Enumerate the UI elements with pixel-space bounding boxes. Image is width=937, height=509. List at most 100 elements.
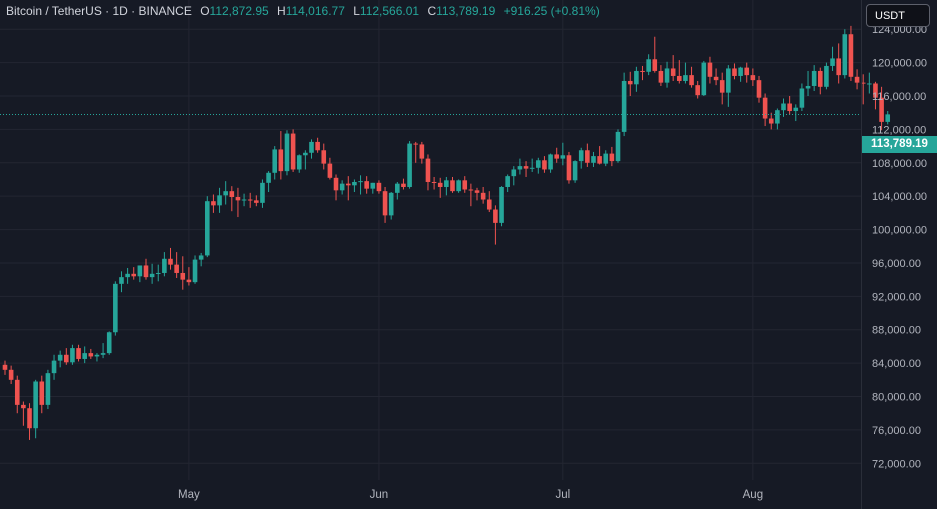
candle[interactable] bbox=[217, 187, 222, 213]
candle[interactable] bbox=[247, 192, 253, 208]
candle[interactable] bbox=[762, 93, 768, 127]
candle[interactable] bbox=[57, 350, 63, 368]
candle[interactable] bbox=[536, 157, 541, 174]
candle[interactable] bbox=[401, 178, 406, 190]
candle[interactable] bbox=[254, 195, 259, 207]
candle[interactable] bbox=[437, 177, 443, 198]
candle[interactable] bbox=[597, 146, 602, 165]
candle[interactable] bbox=[33, 379, 38, 439]
candle[interactable] bbox=[223, 181, 228, 205]
candle[interactable] bbox=[701, 60, 707, 96]
candle[interactable] bbox=[817, 67, 823, 95]
candle[interactable] bbox=[162, 252, 167, 277]
candle[interactable] bbox=[879, 86, 884, 131]
candle[interactable] bbox=[21, 401, 26, 426]
candle[interactable] bbox=[333, 174, 339, 201]
candle[interactable] bbox=[119, 271, 124, 293]
candle[interactable] bbox=[867, 72, 872, 94]
candle[interactable] bbox=[125, 267, 130, 284]
candle[interactable] bbox=[266, 171, 271, 192]
candle[interactable] bbox=[523, 161, 529, 177]
candle[interactable] bbox=[303, 150, 308, 170]
candle[interactable] bbox=[327, 157, 333, 180]
candle[interactable] bbox=[345, 176, 351, 201]
candle[interactable] bbox=[431, 176, 437, 190]
candle[interactable] bbox=[388, 192, 394, 220]
candle[interactable] bbox=[621, 72, 627, 137]
candle[interactable] bbox=[505, 174, 510, 192]
candle[interactable] bbox=[542, 156, 547, 173]
candle[interactable] bbox=[719, 72, 725, 105]
candle[interactable] bbox=[235, 187, 241, 218]
candle[interactable] bbox=[2, 360, 8, 375]
candle[interactable] bbox=[493, 205, 498, 245]
candle[interactable] bbox=[456, 179, 461, 193]
candle[interactable] bbox=[211, 194, 216, 213]
candle[interactable] bbox=[554, 147, 559, 163]
candle[interactable] bbox=[854, 69, 860, 90]
candle[interactable] bbox=[462, 176, 468, 193]
candle[interactable] bbox=[364, 176, 369, 194]
candle[interactable] bbox=[113, 281, 118, 336]
candle[interactable] bbox=[683, 62, 688, 84]
candle[interactable] bbox=[419, 141, 425, 164]
candle[interactable] bbox=[82, 346, 87, 364]
candle[interactable] bbox=[585, 143, 590, 167]
candle[interactable] bbox=[548, 153, 553, 173]
candle[interactable] bbox=[70, 344, 75, 365]
candle[interactable] bbox=[885, 111, 891, 125]
candle[interactable] bbox=[474, 187, 480, 201]
candle[interactable] bbox=[805, 70, 811, 96]
candle[interactable] bbox=[8, 365, 14, 384]
candle[interactable] bbox=[732, 63, 737, 80]
candle[interactable] bbox=[738, 66, 743, 82]
candle[interactable] bbox=[480, 186, 486, 204]
candle[interactable] bbox=[799, 83, 805, 112]
candle[interactable] bbox=[51, 354, 57, 380]
candle[interactable] bbox=[284, 130, 290, 176]
candle[interactable] bbox=[689, 66, 694, 88]
candle[interactable] bbox=[529, 158, 535, 172]
candle[interactable] bbox=[603, 150, 609, 167]
candle[interactable] bbox=[155, 264, 161, 282]
candle[interactable] bbox=[143, 258, 149, 280]
candle[interactable] bbox=[358, 175, 363, 195]
candle[interactable] bbox=[290, 129, 296, 172]
candle[interactable] bbox=[395, 181, 400, 200]
candle[interactable] bbox=[204, 196, 210, 258]
candle[interactable] bbox=[640, 65, 645, 81]
candle[interactable] bbox=[677, 60, 682, 84]
candle[interactable] bbox=[646, 54, 651, 76]
candle[interactable] bbox=[750, 68, 756, 86]
candle[interactable] bbox=[425, 154, 431, 191]
candle[interactable] bbox=[339, 180, 345, 195]
candle[interactable] bbox=[517, 158, 523, 175]
candle[interactable] bbox=[578, 147, 584, 169]
candle[interactable] bbox=[192, 255, 198, 284]
candle[interactable] bbox=[664, 61, 670, 88]
candle[interactable] bbox=[131, 267, 137, 280]
candle[interactable] bbox=[229, 186, 235, 212]
candle[interactable] bbox=[756, 75, 762, 103]
candle[interactable] bbox=[486, 191, 492, 213]
candle[interactable] bbox=[45, 369, 51, 410]
candle[interactable] bbox=[174, 252, 179, 278]
candle[interactable] bbox=[94, 353, 100, 362]
candle[interactable] bbox=[842, 29, 848, 79]
candle[interactable] bbox=[382, 186, 388, 223]
candle[interactable] bbox=[634, 66, 639, 92]
candle[interactable] bbox=[468, 183, 474, 207]
candle[interactable] bbox=[658, 65, 664, 86]
candle[interactable] bbox=[315, 137, 320, 153]
candle[interactable] bbox=[444, 176, 449, 196]
candle[interactable] bbox=[168, 247, 173, 270]
candle[interactable] bbox=[309, 139, 314, 159]
candle[interactable] bbox=[793, 104, 799, 122]
candle[interactable] bbox=[572, 160, 578, 183]
candle[interactable] bbox=[615, 129, 621, 163]
candle[interactable] bbox=[64, 348, 69, 365]
candle[interactable] bbox=[560, 142, 566, 166]
candle[interactable] bbox=[149, 263, 155, 284]
candle[interactable] bbox=[713, 68, 719, 86]
